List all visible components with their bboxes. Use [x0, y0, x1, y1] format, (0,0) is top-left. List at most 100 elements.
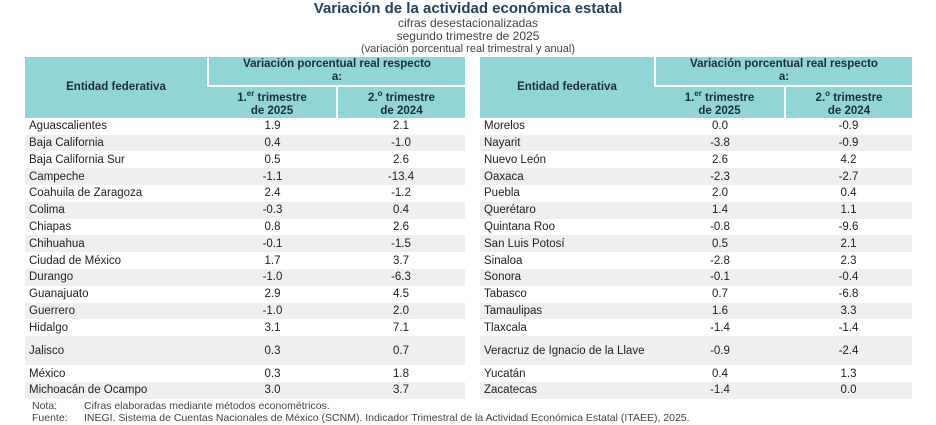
table-row: Tamaulipas 1.6 3.3 [480, 302, 912, 320]
value-cell: 2.0 [712, 187, 728, 200]
ordinal: 1. [237, 91, 247, 104]
value-cell: 2.9 [264, 288, 281, 301]
entity-cell: Sinaloa [484, 254, 523, 267]
ordinal: 1. [684, 91, 695, 104]
value-cell: -1.1 [208, 168, 337, 186]
entity-cell: Baja California [25, 134, 208, 152]
value-cell: 3.0 [208, 381, 337, 399]
value-cell: -0.9 [655, 336, 785, 366]
value-cell: 0.3 [264, 367, 281, 380]
table-row: Ciudad de México 1.7 3.7 [25, 252, 465, 269]
entity-cell: Quintana Roo [484, 221, 555, 233]
table-row: Hidalgo 3.1 7.1 [25, 319, 465, 336]
note-text: INEGI. Sistema de Cuentas Nacionales de … [84, 412, 690, 424]
entity-cell: Oaxaca [480, 168, 655, 186]
entity-cell: Tamaulipas [480, 302, 655, 320]
value-cell: 2.1 [393, 120, 409, 133]
table-row: Oaxaca -2.3 -2.7 [480, 168, 912, 186]
value-cell: 0.0 [712, 120, 728, 133]
value-cell: 2.6 [393, 221, 409, 233]
period-year: de 2024 [380, 104, 423, 117]
table-header: Entidad federativa Variación porcentual r… [480, 57, 912, 118]
period-text: trimestre [254, 91, 307, 104]
value-cell: -0.1 [655, 269, 785, 286]
entity-cell: Ciudad de México [29, 254, 122, 267]
entity-cell: Guerrero [25, 302, 208, 320]
value-cell: 2.6 [393, 153, 409, 166]
entity-cell: Sonora [480, 269, 655, 286]
value-cell: 2.4 [264, 187, 281, 200]
value-cell: 1.1 [785, 201, 912, 219]
entity-cell: Veracruz de Ignacio de la Llave [480, 336, 655, 366]
group-header: Variación porcentual real respecto a: [654, 57, 912, 87]
value-cell: 0.4 [840, 187, 857, 200]
entity-cell: Baja California Sur [29, 153, 125, 166]
entity-cell: Chihuahua [25, 235, 208, 253]
value-cell: -1.0 [208, 302, 337, 320]
value-cell: -0.9 [785, 134, 912, 152]
table-row: Jalisco 0.3 0.7 [25, 336, 465, 366]
ordinal-suffix: er [694, 89, 702, 98]
entity-header: Entidad federativa [25, 57, 208, 118]
ordinal-suffix: o [377, 89, 383, 98]
entity-cell: Aguascalientes [29, 120, 107, 133]
table-row: Guanajuato 2.9 4.5 [25, 286, 465, 303]
table-header: Entidad federativa Variación porcentual r… [25, 57, 465, 118]
period-header: 2.o trimestre de 2024 [336, 86, 465, 118]
entity-cell: Hidalgo [29, 321, 68, 334]
table-row: Morelos 0.0 -0.9 [480, 118, 912, 135]
table-row: Puebla 2.0 0.4 [480, 185, 912, 202]
value-cell: 0.4 [712, 367, 728, 380]
value-cell: -1.0 [337, 134, 465, 152]
data-table: Entidad federativa Variación porcentual r… [25, 57, 465, 399]
value-cell: 3.3 [785, 302, 912, 320]
table-row: Sinaloa -2.8 2.3 [480, 252, 912, 269]
value-cell: 0.0 [785, 381, 912, 399]
entity-cell: Yucatán [484, 367, 526, 380]
table-body: Morelos 0.0 -0.9 Nayarit -3.8 -0.9 Nuevo León 2… [480, 118, 912, 399]
entity-header: Entidad federativa [480, 57, 655, 118]
period-header: 2.o trimestre de 2024 [784, 86, 912, 118]
table-row: México 0.3 1.8 [25, 365, 465, 382]
value-cell: -2.7 [785, 168, 912, 186]
value-cell: 0.4 [337, 201, 465, 219]
value-cell: 1.7 [264, 254, 281, 267]
entity-cell: Tlaxcala [484, 321, 527, 334]
value-cell: 3.7 [393, 254, 409, 267]
value-cell: -1.4 [655, 381, 785, 399]
note-text: Cifras elaboradas mediante métodos econo… [84, 400, 330, 412]
ordinal: 2. [815, 91, 826, 104]
note: Nota: Cifras elaboradas mediante métodos … [32, 400, 330, 412]
ordinal: 2. [368, 91, 378, 104]
table-row: Guerrero -1.0 2.0 [25, 302, 465, 320]
value-cell: 1.6 [655, 302, 785, 320]
note-label: Nota: [32, 400, 58, 412]
table-row: Durango -1.0 -6.3 [25, 269, 465, 286]
value-cell: -0.8 [710, 221, 730, 233]
entity-cell: México [29, 367, 66, 380]
data-table: Entidad federativa Variación porcentual r… [480, 57, 912, 399]
title: Variación de la actividad económica esta… [313, 0, 623, 17]
entity-cell: Zacatecas [480, 381, 655, 399]
header-row: Entidad federativa Variación porcentual r… [25, 57, 465, 118]
entity-cell: Guanajuato [29, 288, 89, 301]
value-cell: -1.4 [838, 321, 859, 334]
subtitle: (variación porcentual real trimestral y … [361, 43, 575, 55]
value-cell: 0.5 [655, 235, 785, 253]
subtitle: segundo trimestre de 2025 [396, 29, 540, 43]
value-cell: -0.4 [785, 269, 912, 286]
value-cell: 0.4 [208, 134, 337, 152]
period-text: trimestre [830, 91, 883, 104]
value-cell: 0.3 [208, 336, 337, 366]
table-row: Baja California Sur 0.5 2.6 [25, 151, 465, 168]
value-cell: 7.1 [393, 321, 409, 334]
table-row: Querétaro 1.4 1.1 [480, 201, 912, 219]
value-cell: 0.5 [264, 153, 281, 166]
value-cell: -0.1 [208, 235, 337, 253]
value-cell: -0.3 [208, 201, 337, 219]
period-year: de 2025 [250, 104, 294, 117]
table-row: Baja California 0.4 -1.0 [25, 134, 465, 152]
entity-cell: Tabasco [484, 288, 527, 301]
header-row: 1.er trimestre de 2025 2.o trimestre de 202… [25, 86, 465, 118]
value-cell: 4.5 [393, 288, 409, 301]
